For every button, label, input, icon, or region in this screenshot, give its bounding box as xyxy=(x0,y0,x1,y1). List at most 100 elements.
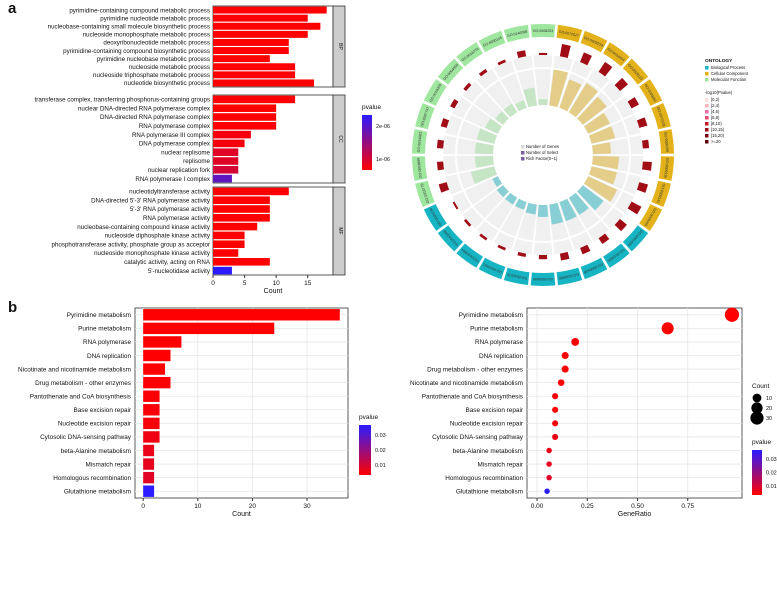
ontology-legend-key xyxy=(705,78,709,82)
category-label: beta-Alanine metabolism xyxy=(453,448,523,455)
ontology-sector xyxy=(437,225,464,252)
ontology-sector xyxy=(415,102,435,130)
go-circular-chart: GO:0072527GO:0009218GO:0034654GO:0009123… xyxy=(412,23,749,286)
category-label: nuclear DNA-directed RNA polymerase comp… xyxy=(78,105,211,112)
category-label: Glutathione metabolism xyxy=(456,489,523,496)
select-ring xyxy=(452,191,472,213)
pvalue-legend-title: pvalue xyxy=(752,439,772,446)
category-label: nucleobase-containing small molecule bio… xyxy=(48,23,210,30)
select-ring xyxy=(629,155,643,175)
category-label: Pyrimidine metabolism xyxy=(67,312,131,319)
category-label: RNA polymerase I complex xyxy=(135,176,211,183)
gene-count-bar xyxy=(641,161,652,171)
gene-count-bar xyxy=(440,118,450,128)
kegg-bar-chart: Pyrimidine metabolism Purine metabolism RN… xyxy=(18,307,386,518)
category-label: Nucleotide excision repair xyxy=(450,421,524,428)
dot xyxy=(552,420,559,427)
scale-legend-label: [0,2) xyxy=(711,97,720,102)
category-label: Cytosolic DNA-sensing pathway xyxy=(432,434,524,441)
x-axis-title: Count xyxy=(232,511,251,518)
pvalue-legend-title: pvalue xyxy=(362,104,382,111)
x-tick-label: 0 xyxy=(141,503,145,510)
select-ring xyxy=(513,55,533,72)
scale-legend-label: [2,4) xyxy=(711,103,720,108)
bar xyxy=(213,95,296,104)
select-ring xyxy=(623,115,641,136)
category-label: DNA-directed RNA polymerase complex xyxy=(100,114,211,121)
bar xyxy=(213,38,289,46)
category-label: RNA polymerase xyxy=(475,339,523,346)
bar xyxy=(213,22,321,30)
ontology-sector xyxy=(456,243,483,268)
ontology-sector xyxy=(556,24,583,43)
category-label: nuclear replication fork xyxy=(148,167,211,174)
select-ring xyxy=(571,60,593,79)
rich-bg xyxy=(500,198,528,237)
pvalue-legend-tick: 0.01 xyxy=(766,484,777,490)
category-label: DNA-directed 5'-3' RNA polymerase activi… xyxy=(91,197,211,204)
center-legend-label: Number of Genes xyxy=(526,144,559,149)
ontology-sector xyxy=(603,42,630,67)
category-label: RNA polymerase complex xyxy=(139,123,211,130)
bar xyxy=(143,431,160,443)
rich-bg xyxy=(592,155,629,172)
category-label: Base excision repair xyxy=(73,407,131,414)
gene-count-bar xyxy=(598,61,613,77)
ontology-sector xyxy=(437,58,464,85)
category-label: DNA replication xyxy=(479,353,523,360)
ontology-legend-label: Biological Process xyxy=(711,65,745,70)
pvalue-legend-tick: 0.03 xyxy=(375,433,386,439)
gene-count-bar xyxy=(579,52,592,66)
rich-bg xyxy=(534,68,552,106)
bar xyxy=(143,471,155,484)
ontology-sector xyxy=(478,30,506,53)
facet-strip xyxy=(332,5,346,88)
ontology-sector xyxy=(503,24,530,43)
ontology-sector xyxy=(456,42,483,67)
rich-bg xyxy=(558,73,586,112)
bar xyxy=(143,417,160,430)
scale-legend-title: -log10(Pvalue) xyxy=(705,90,733,95)
category-label: Nucleotide excision repair xyxy=(58,421,132,428)
ontology-sector xyxy=(658,156,674,181)
select-ring xyxy=(602,207,624,229)
rich-bg xyxy=(583,175,622,205)
rich-bg xyxy=(517,202,538,241)
category-label: Nicotinate and nicotinamide metabolism xyxy=(410,380,523,387)
rich-bg xyxy=(459,120,498,145)
x-tick-label: 15 xyxy=(304,280,312,287)
category-label: pyrimidine nucleotide metabolic process xyxy=(100,15,210,22)
dot xyxy=(557,379,565,386)
category-label: 5'-3' RNA polymerase activity xyxy=(130,206,211,213)
gene-count-bar xyxy=(463,82,472,92)
scale-legend-key xyxy=(705,104,709,108)
select-ring xyxy=(476,68,499,89)
go-bar-chart: BP pyrimidine-containing compound metabol… xyxy=(35,5,390,295)
bar xyxy=(143,349,171,362)
ontology-sector xyxy=(580,30,608,53)
gene-count-bar xyxy=(636,117,648,128)
ontology-sector xyxy=(580,257,608,280)
ontology-sector xyxy=(603,243,630,268)
category-label: Pantothenate and CoA biosynthesis xyxy=(30,394,131,401)
x-tick-label: 30 xyxy=(303,503,311,510)
gene-count-bar xyxy=(641,139,650,149)
gene-count-bar xyxy=(614,218,627,232)
category-label: nucleoside diphosphate kinase activity xyxy=(105,233,211,240)
gene-count-bar xyxy=(579,244,591,255)
bar xyxy=(213,63,296,71)
sector-id-label: GO:0072528 xyxy=(656,106,666,127)
rich-bg xyxy=(576,91,613,126)
select-ring xyxy=(553,55,573,72)
bar xyxy=(143,363,166,375)
bar xyxy=(213,222,258,231)
rich-bg xyxy=(486,80,518,118)
select-ring xyxy=(452,97,472,119)
dot xyxy=(544,488,550,494)
ontology-sector xyxy=(658,129,674,154)
ontology-sector xyxy=(651,180,671,208)
category-label: RNA polymerase III complex xyxy=(132,132,211,139)
x-tick-label: 10 xyxy=(194,503,202,510)
bar xyxy=(143,404,160,416)
